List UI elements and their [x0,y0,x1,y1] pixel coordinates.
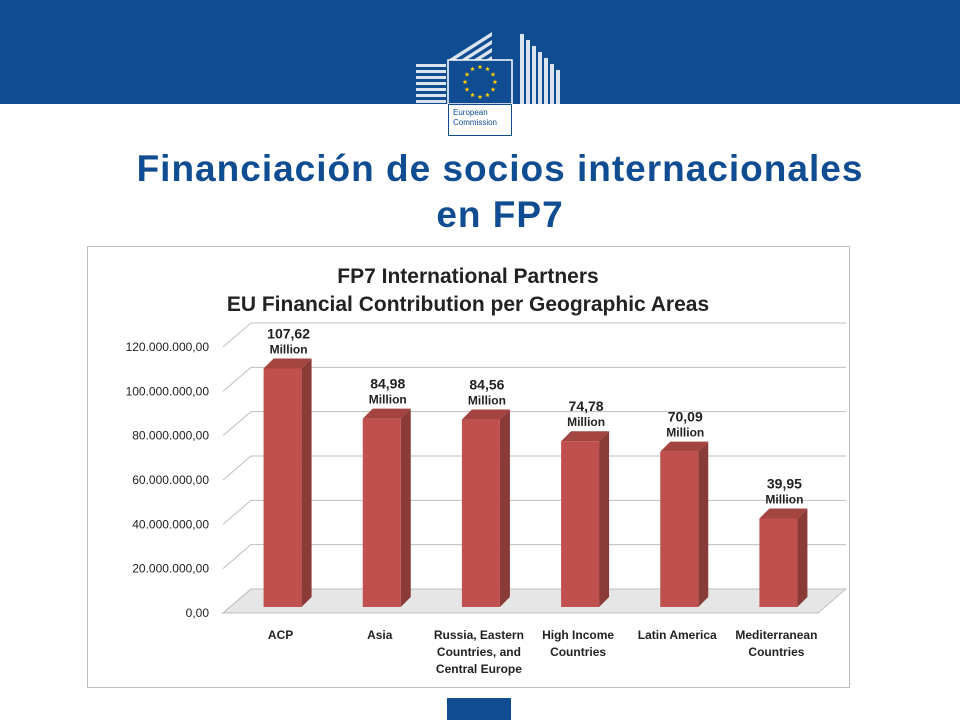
eu-star-icon [490,71,496,77]
slide-title-line-2: en FP7 [436,194,564,235]
data-label-unit: Million [369,393,407,407]
gridline [222,455,846,481]
category-label: Countries [748,645,804,659]
eu-star-icon [464,71,470,77]
chart-title-line: EU Financial Contribution per Geographic… [227,293,709,316]
chart-title-line: FP7 International Partners [337,265,598,288]
category-label: Central Europe [436,662,522,676]
bar [461,409,510,607]
eu-star-icon [470,66,475,72]
data-label-unit: Million [468,394,506,408]
bar-front [362,418,401,607]
bar-top [362,408,411,419]
bar-side [599,431,610,607]
y-tick-label: 60.000.000,00 [132,473,209,487]
bar-front [660,451,699,607]
bar-side [797,508,808,607]
gridline [222,322,846,348]
bar-top [263,358,312,369]
y-tick-label: 100.000.000,00 [126,384,210,398]
eu-star-icon [462,79,468,85]
bar [660,441,709,607]
data-label-value: 74,78 [569,398,604,414]
data-label-value: 39,95 [767,475,802,491]
eu-star-icon [464,86,470,92]
gridline [222,411,846,437]
logo-line-2: Commission [453,118,498,127]
eu-star-icon [470,92,475,98]
bar-front [561,441,600,607]
category-label: Russia, Eastern [434,628,524,642]
category-label: High Income [542,628,614,642]
bar [362,408,411,607]
category-label: Countries [550,645,606,659]
bar [263,358,312,607]
y-tick-label: 80.000.000,00 [132,429,209,443]
bar-top [561,431,610,442]
data-label-unit: Million [270,342,308,356]
data-label-value: 107,62 [267,325,310,341]
eu-star-icon [477,64,483,70]
bar [759,508,808,607]
gridline [222,588,846,614]
bar-top [759,508,808,519]
gridline [222,499,846,525]
data-label-unit: Million [765,492,803,506]
data-label-value: 84,56 [469,377,504,393]
data-label-unit: Million [666,426,704,440]
bar-top [461,409,510,420]
eu-star-icon [477,94,483,100]
bar-front [263,368,302,607]
category-label: Asia [367,628,393,642]
slide-title: Financiación de socios internacionales e… [40,146,960,238]
slide-title-line-1: Financiación de socios internacionales [136,148,864,189]
bar-chart: FP7 International Partners EU Financial C… [126,265,848,676]
chart-frame: FP7 International Partners EU Financial C… [87,246,850,688]
y-tick-label: 20.000.000,00 [132,562,209,576]
footer-tab [447,698,511,720]
eu-stars-icon [462,64,498,100]
bar-side [301,358,312,607]
chart-floor [221,588,848,614]
eu-star-icon [485,92,490,98]
data-label-value: 84,98 [370,376,405,392]
eu-star-icon [492,79,498,85]
data-label-value: 70,09 [668,409,703,425]
y-tick-label: 40.000.000,00 [132,517,209,531]
eu-star-icon [485,66,490,72]
category-label: Latin America [638,628,717,642]
gridline [222,366,846,392]
logo-line-1: European [453,108,488,117]
bar-side [698,441,709,607]
bar-side [499,409,510,607]
y-tick-label: 120.000.000,00 [126,340,210,354]
category-label: Countries, and [437,645,521,659]
category-label: ACP [268,628,293,642]
bar-front [461,419,500,607]
y-tick-label: 0,00 [186,606,210,620]
logo-wordmark: European Commission [448,104,512,136]
bar [561,431,610,607]
bar-side [400,408,411,607]
data-label-unit: Million [567,415,605,429]
category-label: Mediterranean [735,628,817,642]
european-commission-logo [416,32,560,105]
eu-star-icon [490,86,496,92]
gridline [222,544,846,570]
bar-front [759,518,798,607]
bar-top [660,441,709,452]
